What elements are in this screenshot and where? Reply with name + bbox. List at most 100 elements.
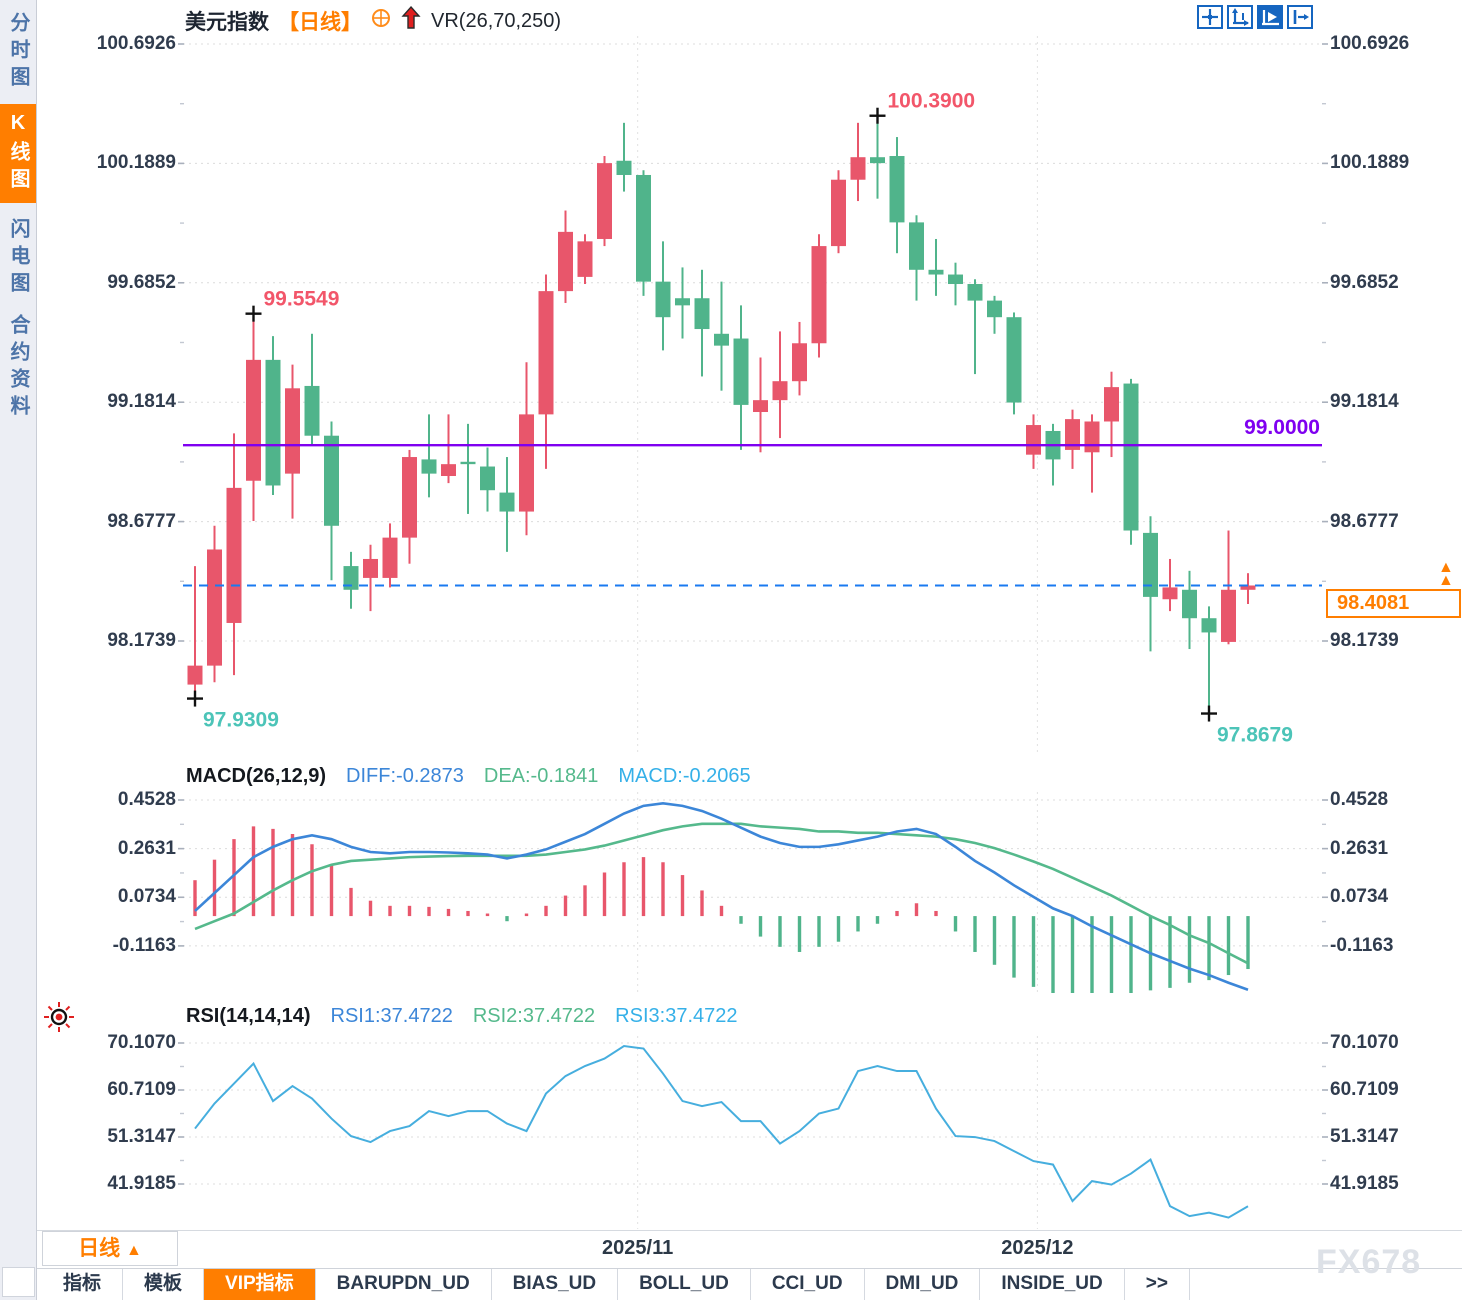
hline-price-label: 99.0000 — [1244, 416, 1320, 439]
candle — [948, 274, 963, 285]
candle — [597, 163, 612, 239]
indicator-tab-DMI_UD[interactable]: DMI_UD — [865, 1269, 981, 1300]
period-selector[interactable]: 日线 ▲ — [42, 1231, 178, 1266]
sun-icon[interactable] — [43, 1001, 75, 1033]
candle — [1104, 387, 1119, 422]
up-arrow-icon[interactable] — [400, 5, 422, 37]
rsi3-value: RSI3:37.4722 — [615, 1005, 738, 1027]
candle — [480, 466, 495, 491]
candle — [382, 537, 398, 578]
axis-price-label: 0.0734 — [1330, 886, 1389, 908]
indicator-tab-CCI_UD[interactable]: CCI_UD — [751, 1269, 865, 1300]
axis-price-label: 0.2631 — [117, 837, 176, 859]
axis-price-label: 51.3147 — [107, 1125, 176, 1147]
rsi-title[interactable]: RSI(14,14,14) — [186, 1005, 311, 1027]
candle — [909, 222, 924, 270]
candle — [967, 284, 983, 301]
candle — [792, 343, 807, 382]
sidebar-tab-K线图[interactable]: K线图 — [0, 104, 36, 203]
macd-diff-value: DIFF:-0.2873 — [346, 765, 464, 787]
extreme-price-label: 97.9309 — [203, 709, 279, 732]
axis-price-label: -0.1163 — [112, 934, 176, 956]
axis-price-label: 51.3147 — [1330, 1125, 1399, 1147]
candle — [1123, 383, 1139, 531]
axis-price-label: 70.1070 — [1330, 1032, 1399, 1053]
axis-price-label: 0.4528 — [1330, 789, 1389, 810]
target-circle-icon[interactable] — [371, 8, 391, 34]
axis-play-icon[interactable] — [1257, 5, 1283, 29]
move-crosshair-icon[interactable] — [1197, 5, 1223, 29]
exit-chart-icon[interactable] — [1287, 5, 1313, 29]
candle — [1143, 532, 1158, 597]
indicator-tab-bar: 指标 模板 VIP指标 BARUPDN_UD BIAS_UD BOLL_UD CCI_UD D… — [37, 1268, 1462, 1300]
indicator-tab-指标[interactable]: 指标 — [42, 1269, 124, 1300]
axis-price-label: 98.6777 — [107, 510, 176, 532]
chart-plot-area[interactable]: 97.9309 99.5549 100.3900 97.8679 — [0, 0, 1462, 1232]
candle — [421, 459, 437, 474]
indicator-tab->>[interactable]: >> — [1125, 1269, 1190, 1300]
macd-value: MACD:-0.2065 — [618, 765, 751, 787]
sidebar-tab-合约资料[interactable]: 合约资料 — [7, 314, 29, 422]
macd-title[interactable]: MACD(26,12,9) — [186, 765, 327, 787]
indicator-tab-模板[interactable]: 模板 — [123, 1269, 205, 1300]
candle — [558, 231, 573, 292]
indicator-tab-INSIDE_UD[interactable]: INSIDE_UD — [980, 1269, 1125, 1300]
indicator-tab-BARUPDN_UD[interactable]: BARUPDN_UD — [316, 1269, 492, 1300]
axis-price-label: 0.0734 — [117, 886, 176, 908]
indicator-label[interactable]: VR(26,70,250) — [431, 9, 562, 32]
indicator-tab-VIP指标[interactable]: VIP指标 — [204, 1269, 316, 1300]
indicator-tab-BOLL_UD[interactable]: BOLL_UD — [618, 1269, 751, 1300]
axis-price-label: 70.1070 — [107, 1032, 176, 1053]
price-up-arrow-icon: ▲ ▲ — [1438, 559, 1454, 589]
chart-header: 美元指数 【日线】 VR(26,70,250) — [185, 5, 561, 37]
candle — [889, 156, 905, 223]
candle — [207, 549, 222, 666]
sidebar-tab-分时图[interactable]: 分时图 — [7, 12, 29, 93]
left-sidebar: 分时图 K线图闪电图合约资料 — [0, 0, 37, 1300]
sidebar-tab-闪电图[interactable]: 闪电图 — [7, 218, 29, 299]
axis-price-label: 99.1814 — [1330, 391, 1399, 413]
macd-header: MACD(26,12,9) DIFF:-0.2873 DEA:-0.1841 M… — [186, 765, 751, 788]
candle — [538, 291, 554, 415]
axis-price-label: 100.1889 — [96, 152, 176, 174]
period-tag[interactable]: 【日线】 — [278, 11, 362, 34]
candle — [753, 400, 768, 413]
axis-price-label: 98.6777 — [1330, 510, 1399, 532]
candle — [811, 246, 827, 344]
axis-price-label: 98.1739 — [1330, 630, 1399, 651]
candle — [441, 464, 456, 477]
chart-toolbar — [1197, 5, 1313, 29]
candle — [285, 388, 300, 474]
candle — [577, 241, 593, 277]
axis-range-icon[interactable] — [1227, 5, 1253, 29]
axis-price-label: 100.6926 — [1330, 33, 1410, 54]
candle — [831, 179, 846, 247]
candle — [1201, 618, 1217, 633]
macd-diff-line — [194, 801, 1249, 991]
candle — [499, 492, 515, 512]
candle — [1006, 317, 1022, 403]
candle — [928, 269, 944, 275]
extreme-price-label: 100.3900 — [888, 90, 976, 113]
candle — [343, 566, 359, 590]
macd-dea-value: DEA:-0.1841 — [483, 765, 599, 787]
candle — [694, 298, 710, 330]
rsi2-value: RSI2:37.4722 — [472, 1005, 596, 1027]
axis-price-label: 0.2631 — [1330, 837, 1389, 859]
candle — [304, 385, 320, 436]
candle — [636, 174, 651, 282]
candle — [850, 157, 866, 180]
indicator-tab-BIAS_UD[interactable]: BIAS_UD — [492, 1269, 619, 1300]
date-axis-strip — [37, 1230, 1462, 1268]
period-selector-arrow-icon: ▲ — [126, 1242, 142, 1259]
watermark: FX678 — [1316, 1243, 1422, 1281]
axis-price-label: -0.1163 — [1330, 934, 1394, 956]
candle — [675, 298, 690, 306]
last-price-tag[interactable]: 98.4081 — [1326, 589, 1461, 618]
axis-price-label: 100.1889 — [1330, 152, 1410, 174]
axis-price-label: 60.7109 — [107, 1078, 176, 1100]
rsi-header: RSI(14,14,14) RSI1:37.4722 RSI2:37.4722 … — [186, 1005, 738, 1028]
candle — [733, 338, 749, 405]
axis-price-label: 60.7109 — [1330, 1078, 1399, 1100]
candle — [870, 157, 885, 164]
